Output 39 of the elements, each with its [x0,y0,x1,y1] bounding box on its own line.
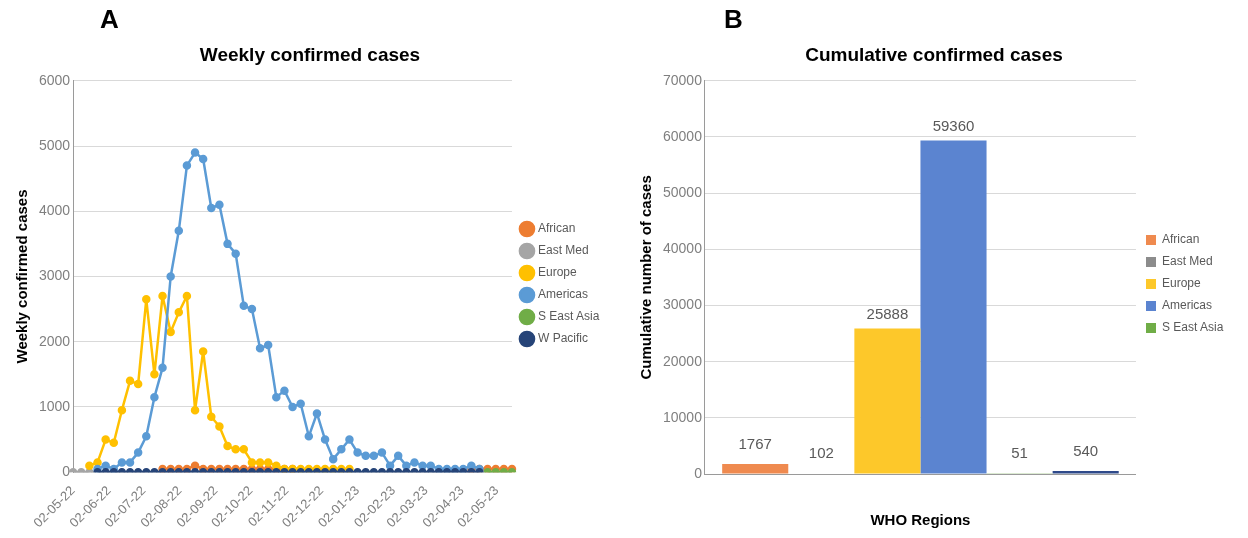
text: A [100,4,119,35]
y-tick-label: 1000 [38,397,71,414]
y-tick-label: 10000 [662,408,703,425]
y-tick-label: 3000 [38,267,71,284]
legend-label: East Med [537,243,589,258]
y-axis-title: Cumulative number of cases [637,175,655,380]
y-tick-label: 2000 [38,332,71,349]
legend-label: Americas [1161,298,1212,313]
legend-label: Americas [537,287,588,302]
y-tick-label: 0 [62,463,71,480]
data-label: 59360 [932,117,975,135]
data-label: 25888 [866,305,909,323]
y-tick-label: 4000 [38,202,71,219]
chart-title: Weekly confirmed cases [199,43,421,65]
y-tick-label: 5000 [38,136,71,153]
data-label: 51 [1011,444,1028,462]
y-tick-label: 0 [694,464,703,481]
legend-label: East Med [1161,254,1213,269]
data-label: 540 [1073,441,1099,459]
legend-label: S East Asia [537,309,600,324]
chart-title: Cumulative confirmed cases [805,43,1063,65]
data-label: 102 [808,444,834,462]
y-tick-label: 50000 [662,184,703,200]
y-tick-label: 30000 [662,296,703,313]
y-tick-label: 40000 [662,240,703,257]
y-tick-label: 20000 [662,352,703,369]
y-tick-label: 6000 [38,71,71,88]
text: B [724,4,743,35]
y-tick-label: 60000 [662,127,703,144]
legend-label: Europe [537,265,577,280]
y-axis-title: Weekly confirmed cases [13,189,31,364]
legend-label: S East Asia [1161,320,1224,335]
legend-label: African [1161,232,1200,247]
x-axis-title: WHO Regions [870,511,971,529]
data-label: 1767 [738,434,772,452]
legend-label: African [537,221,576,236]
legend-label: Europe [1161,276,1201,291]
legend-label: W Pacific [537,331,588,346]
y-tick-label: 70000 [662,71,703,88]
